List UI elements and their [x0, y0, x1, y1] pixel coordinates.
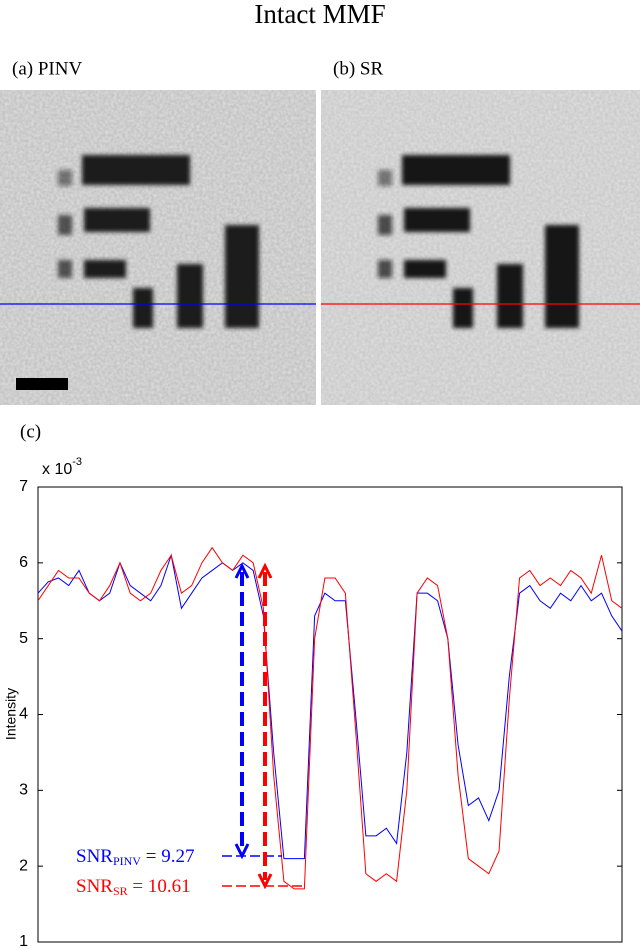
arrow-head — [234, 562, 250, 579]
y-axis-label: Intensity — [3, 688, 19, 740]
y-tick-label: 5 — [19, 630, 28, 647]
panel-label: (b) SR — [333, 58, 383, 79]
plot-frame — [37, 486, 623, 943]
line-series — [37, 546, 623, 890]
image-sr — [321, 90, 640, 405]
panel-label: (c) — [20, 421, 41, 442]
y-tick-label: 2 — [19, 857, 28, 874]
y-tick-label: 7 — [19, 478, 28, 495]
line-series — [37, 553, 623, 860]
y-tick-label: 1 — [19, 933, 28, 949]
arrow-head — [257, 562, 273, 579]
panel-label: (a) PINV — [12, 58, 82, 79]
y-tick-label: 3 — [19, 782, 28, 799]
y-tick-label: 6 — [19, 554, 28, 571]
image-pinv — [0, 90, 316, 405]
y-tick-label: 4 — [19, 706, 28, 723]
y-multiplier: x 10-3 — [42, 456, 82, 478]
title: Intact MMF — [254, 0, 385, 29]
snr-annotation: SNRPINV = 9.27 — [76, 846, 194, 867]
snr-annotation: SNRSR = 10.61 — [76, 876, 191, 897]
